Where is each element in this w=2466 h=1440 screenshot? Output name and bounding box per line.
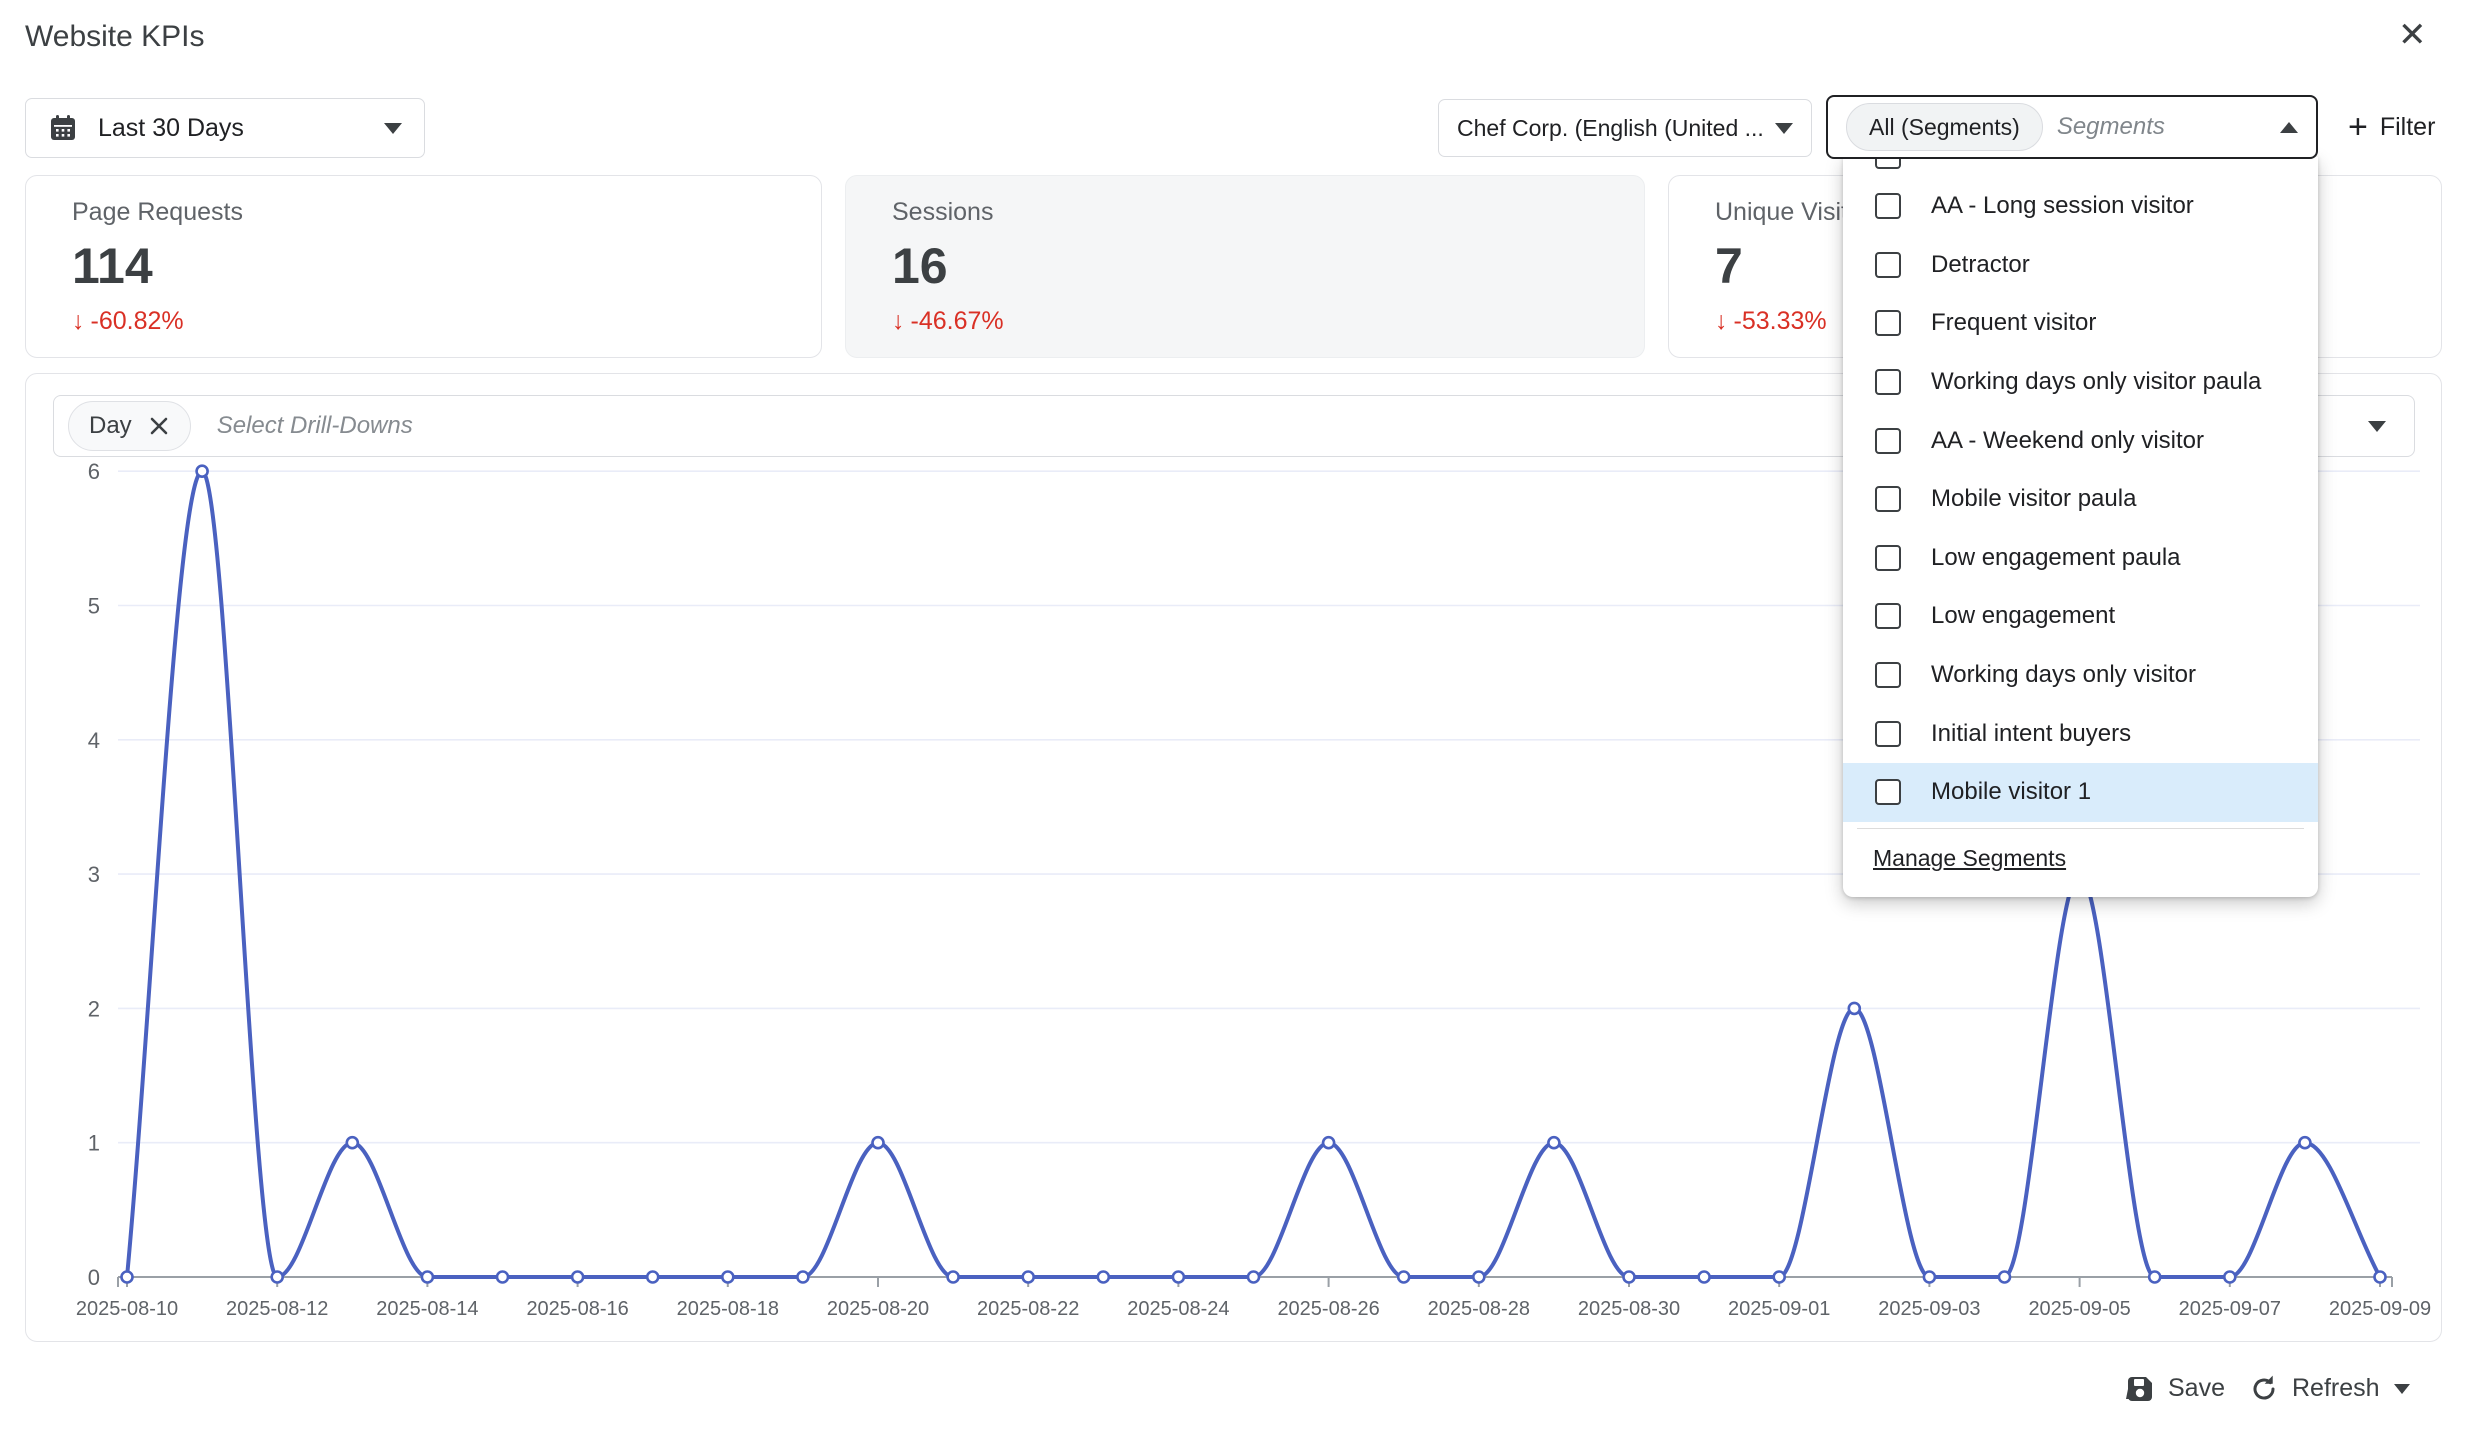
page-title: Website KPIs [25, 20, 205, 53]
company-select-value: Chef Corp. (English (United ... [1457, 114, 1763, 141]
segment-option-label: Working days only visitor [1931, 661, 2196, 689]
company-select[interactable]: Chef Corp. (English (United ... [1438, 99, 1812, 157]
segment-option[interactable]: Initial intent buyers [1843, 704, 2318, 763]
kpi-delta: ↓ -60.82% [72, 307, 821, 336]
kpi-delta: ↓ -53.33% [1715, 307, 2441, 336]
segment-option-clipped[interactable] [1843, 157, 2318, 177]
checkbox-icon[interactable] [1875, 662, 1901, 689]
filter-label: Filter [2379, 112, 2436, 141]
date-range-value: Last 30 Days [98, 113, 244, 142]
checkbox-icon[interactable] [1875, 779, 1901, 806]
segment-option-label: AA - Long session visitor [1931, 192, 2194, 220]
checkbox-icon[interactable] [1875, 427, 1901, 454]
segment-option-label: Detractor [1931, 250, 2030, 278]
kpi-card-sessions: Sessions 16 ↓ -46.67% [845, 175, 1645, 358]
calendar-icon [51, 115, 75, 140]
checkbox-icon[interactable] [1875, 369, 1901, 396]
chevron-up-icon [2280, 121, 2298, 133]
refresh-icon [2253, 1375, 2275, 1399]
save-label: Save [2168, 1374, 2225, 1402]
checkbox-icon[interactable] [1875, 251, 1901, 278]
refresh-button[interactable]: Refresh [2250, 1374, 2410, 1403]
kpi-delta: ↓ -46.67% [892, 307, 1644, 336]
segment-option-label: Low engagement [1931, 602, 2116, 630]
segment-option-label: Low engagement paula [1931, 543, 2181, 571]
segment-option-label: Working days only visitor paula [1931, 368, 2262, 396]
kpi-delta-value: -60.82% [90, 307, 184, 335]
segment-option[interactable]: Mobile visitor paula [1843, 470, 2318, 529]
kpi-delta-value: -53.33% [1733, 307, 1827, 335]
segments-select[interactable]: All (Segments) Segments [1826, 95, 2318, 159]
segment-option[interactable]: Frequent visitor [1843, 294, 2318, 353]
kpi-value: 16 [892, 238, 948, 294]
segment-option-label: AA - Weekend only visitor [1931, 426, 2205, 454]
segment-option[interactable]: AA - Weekend only visitor [1843, 411, 2318, 470]
segment-option-label: Mobile visitor paula [1931, 485, 2137, 513]
date-range-select[interactable]: Last 30 Days [25, 98, 425, 158]
kpi-label: Sessions [892, 198, 994, 226]
segment-option[interactable]: AA - Long session visitor [1843, 177, 2318, 236]
close-icon[interactable] [148, 415, 170, 437]
segments-chip[interactable]: All (Segments) [1846, 103, 2043, 151]
arrow-down-icon: ↓ [72, 307, 85, 335]
divider [1857, 827, 2304, 829]
drilldown-placeholder: Select Drill-Downs [216, 412, 413, 439]
close-icon[interactable]: ✕ [2398, 16, 2427, 54]
checkbox-icon[interactable] [1875, 720, 1901, 747]
arrow-down-icon: ↓ [892, 307, 905, 335]
kpi-card-page-requests: Page Requests 114 ↓ -60.82% [25, 175, 822, 358]
segment-option[interactable]: Working days only visitor [1843, 646, 2318, 705]
segments-dropdown-panel: AA - Long session visitor Detractor Freq… [1843, 157, 2318, 897]
segment-options-list: AA - Long session visitor Detractor Freq… [1843, 177, 2318, 822]
segment-option[interactable]: Mobile visitor 1 [1843, 762, 2318, 822]
drilldown-chip-label: Day [89, 412, 132, 439]
segment-option[interactable]: Working days only visitor paula [1843, 353, 2318, 412]
refresh-label: Refresh [2292, 1374, 2380, 1402]
plus-icon: + [2348, 108, 2368, 146]
manage-segments-link[interactable]: Manage Segments [1873, 844, 2067, 871]
arrow-down-icon: ↓ [1715, 307, 1728, 335]
chevron-down-icon [1775, 122, 1793, 134]
chevron-down-icon [2368, 420, 2386, 432]
segment-option[interactable]: Low engagement [1843, 587, 2318, 646]
checkbox-icon[interactable] [1875, 603, 1901, 630]
segment-option[interactable]: Detractor [1843, 236, 2318, 295]
checkbox-icon[interactable] [1875, 193, 1901, 220]
chevron-down-icon [384, 122, 402, 134]
filter-button[interactable]: + Filter [2348, 110, 2435, 144]
kpi-delta-value: -46.67% [910, 307, 1004, 335]
save-button[interactable]: Save [2126, 1374, 2225, 1403]
chevron-down-icon [2393, 1383, 2410, 1394]
checkbox-icon[interactable] [1875, 486, 1901, 513]
kpi-value: 7 [1715, 238, 1743, 294]
checkbox-icon [1875, 157, 1901, 169]
kpi-value: 114 [72, 238, 153, 294]
save-icon [2126, 1376, 2152, 1401]
segments-placeholder: Segments [2056, 113, 2165, 140]
segment-option-label: Mobile visitor 1 [1931, 778, 2092, 806]
segment-option-label: Frequent visitor [1931, 309, 2097, 337]
segment-option[interactable]: Low engagement paula [1843, 529, 2318, 588]
checkbox-icon[interactable] [1875, 310, 1901, 337]
drilldown-chip-day[interactable]: Day [68, 401, 191, 451]
checkbox-icon[interactable] [1875, 544, 1901, 571]
kpi-label: Page Requests [72, 198, 243, 226]
segment-option-label: Initial intent buyers [1931, 719, 2132, 747]
